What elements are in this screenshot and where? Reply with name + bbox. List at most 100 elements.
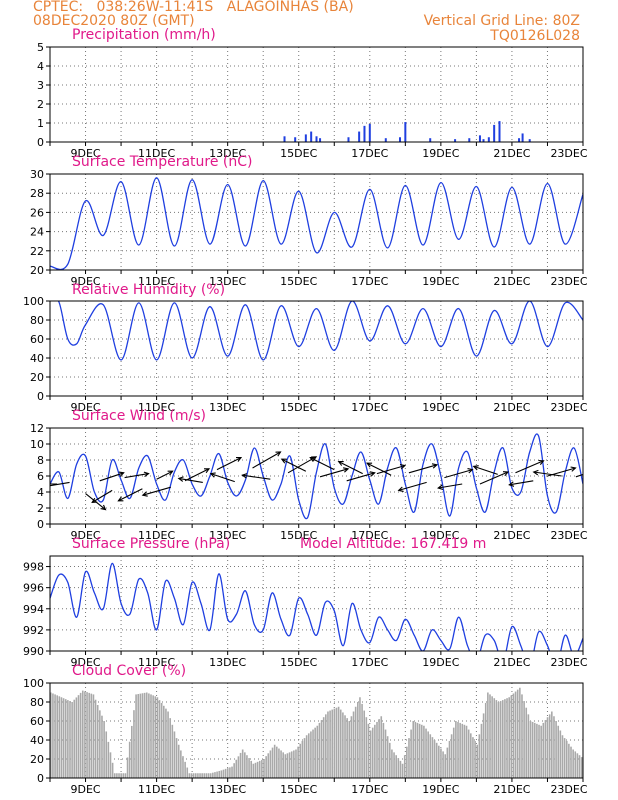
precip-bar: [363, 125, 366, 142]
wind-arrow-shaft: [376, 465, 406, 475]
precip-data: [283, 121, 531, 142]
cloud-bar: [148, 693, 150, 778]
wind-arrow-shaft: [408, 464, 438, 474]
wind-point: [138, 467, 140, 469]
temp-point: [67, 263, 69, 265]
press-xtick-label: 15DEC: [280, 656, 317, 669]
wind-arrow-head: [437, 484, 444, 491]
cloud-bar: [380, 716, 383, 778]
press-point: [440, 640, 442, 641]
wind-arrow-shaft: [184, 468, 210, 482]
cloud-bar: [201, 773, 203, 778]
press-annotation: Model Altitude: 167.419 m: [300, 536, 486, 552]
precip-xtick-label: 9DEC: [70, 147, 100, 160]
temp-point: [85, 200, 86, 202]
wind-point: [467, 451, 468, 453]
wind-arrow-head: [508, 481, 515, 487]
cloud-bar: [416, 722, 419, 778]
press-point: [493, 640, 495, 641]
cloud-bar: [365, 717, 368, 778]
temp-point: [138, 244, 140, 246]
wind-point: [422, 463, 424, 465]
wind-arrow-shaft: [444, 469, 473, 479]
cloud-bar: [457, 721, 459, 778]
press-point: [564, 634, 566, 636]
cloud-bar: [310, 731, 312, 778]
cloud-bar: [359, 697, 361, 778]
rh-point: [227, 355, 229, 357]
cloud-bar: [88, 692, 90, 778]
wind-arrow-shaft: [398, 481, 427, 491]
temp-point: [564, 243, 566, 245]
wind-ytick-label: 8: [37, 454, 44, 467]
temp-xtick-label: 11DEC: [138, 275, 175, 288]
cloud-bar: [314, 727, 316, 778]
wind-point: [404, 483, 406, 485]
rh-ytick-label: 100: [23, 295, 44, 308]
wind-point: [262, 475, 264, 477]
precip-title: Precipitation (mm/h): [72, 27, 216, 43]
cloud-bar: [512, 693, 515, 778]
cloud-bar: [173, 731, 176, 778]
press-point: [404, 618, 406, 620]
press-title: Surface Pressure (hPa): [72, 536, 230, 552]
wind-ytick-label: 10: [30, 438, 44, 451]
wind-point: [449, 515, 451, 517]
press-ytick-label: 990: [23, 645, 44, 658]
precip-ytick-label: 3: [37, 79, 44, 92]
cloud-bar: [113, 773, 116, 778]
press-ytick-label: 994: [23, 603, 44, 616]
press-point: [298, 597, 300, 599]
temp-point: [191, 179, 193, 181]
press-xtick-label: 23DEC: [550, 656, 587, 669]
cloud-bar: [143, 692, 146, 778]
wind-arrow-head: [280, 458, 287, 464]
cloud-bar: [205, 773, 208, 778]
precip-ytick-label: 2: [37, 98, 44, 111]
press-point: [378, 616, 380, 618]
temp-point: [351, 246, 353, 248]
temp-point: [440, 182, 442, 184]
wind-arrow-shaft: [85, 493, 106, 511]
rh-point: [369, 340, 371, 342]
press-point: [449, 648, 451, 650]
press-point: [271, 592, 273, 594]
cloud-bar: [263, 759, 265, 778]
wind-data: [50, 433, 583, 520]
press-point: [165, 580, 166, 582]
cloud-bar: [357, 702, 359, 778]
cloud-bar: [470, 733, 472, 778]
rh-point: [209, 306, 211, 308]
press-point: [396, 640, 397, 641]
wind-point: [396, 447, 397, 449]
temp-point: [387, 247, 388, 249]
cloud-bar: [516, 689, 519, 778]
wind-point: [555, 511, 557, 513]
cloud-bar: [401, 763, 404, 778]
wind-arrow-head: [241, 473, 248, 479]
cloud-bar: [523, 701, 525, 778]
cloud-bar: [118, 773, 120, 778]
cloud-bar: [56, 695, 58, 778]
cloud-bar: [344, 715, 346, 778]
press-frame: [49, 555, 584, 652]
press-point: [351, 603, 353, 604]
cloud-bar: [448, 740, 451, 778]
temp-point: [529, 243, 531, 245]
press-point: [458, 616, 460, 618]
precip-ytick-label: 1: [37, 117, 44, 130]
cloud-bar: [278, 748, 280, 778]
precip-bar: [521, 133, 524, 142]
cloud-bar: [139, 693, 142, 778]
cloud-bar: [568, 743, 570, 778]
cloud-xtick-label: 9DEC: [70, 783, 100, 796]
cloud-bar: [307, 733, 310, 778]
wind-xtick-label: 15DEC: [280, 529, 317, 542]
cloud-bar: [239, 752, 242, 778]
press-xtick-label: 17DEC: [351, 656, 388, 669]
cloud-bar: [412, 721, 415, 778]
precip-bar: [315, 136, 318, 142]
rh-point: [58, 301, 60, 303]
wind-xtick-label: 19DEC: [422, 529, 459, 542]
cloud-bar: [350, 716, 353, 778]
